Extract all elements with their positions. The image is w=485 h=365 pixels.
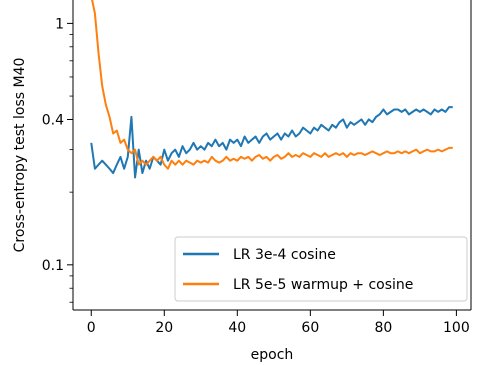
y-axis-ticks: 0.1 0.4 1 xyxy=(42,16,73,274)
x-axis-ticks: 0 20 40 60 80 100 xyxy=(87,310,470,336)
series-layer xyxy=(90,0,453,179)
x-tick-label: 80 xyxy=(374,320,392,336)
legend-box xyxy=(174,236,468,302)
x-axis-title: epoch xyxy=(251,347,294,363)
legend: LR 3e-4 cosine LR 5e-5 warmup + cosine xyxy=(174,236,468,302)
y-tick-label: 0.4 xyxy=(42,112,64,128)
x-tick-label: 40 xyxy=(228,320,246,336)
x-tick-label: 0 xyxy=(87,320,96,336)
legend-label-lr-3e-4: LR 3e-4 cosine xyxy=(233,247,336,263)
x-tick-label: 100 xyxy=(443,320,470,336)
y-axis-minor-ticks xyxy=(69,34,73,303)
legend-label-lr-5e-5: LR 5e-5 warmup + cosine xyxy=(233,277,413,293)
y-tick-label: 0.1 xyxy=(42,258,64,274)
series-line-0 xyxy=(90,106,453,179)
x-tick-label: 20 xyxy=(155,320,173,336)
axes-frame xyxy=(72,0,472,311)
y-tick-label: 1 xyxy=(55,16,64,32)
series-line-1 xyxy=(91,0,453,170)
y-axis-title: Cross-entropy test loss M40 xyxy=(12,58,28,253)
x-tick-label: 60 xyxy=(301,320,319,336)
